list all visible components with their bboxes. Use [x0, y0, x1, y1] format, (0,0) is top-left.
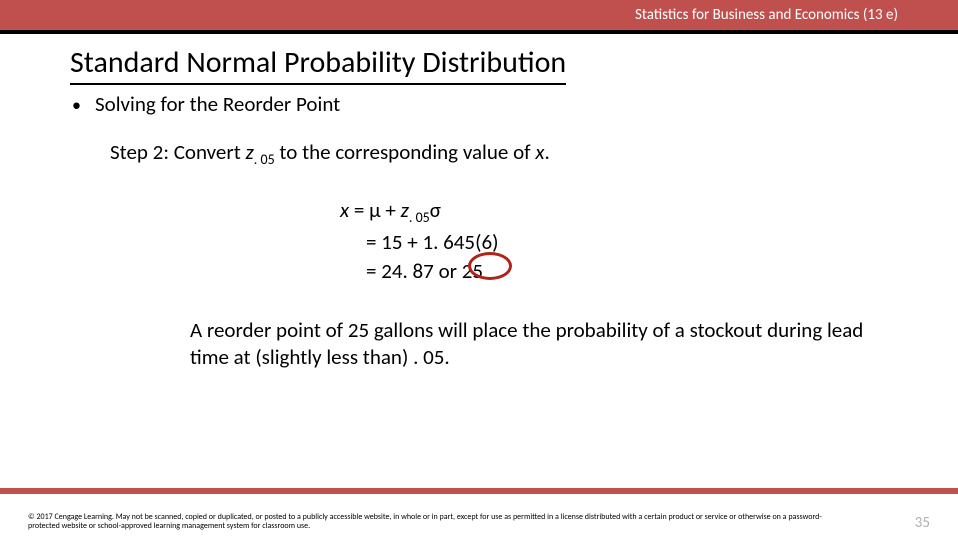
eq1-mu: μ [369, 197, 381, 223]
copyright-text: © 2017 Cengage Learning. May not be scan… [28, 513, 848, 532]
step-suffix: to the corresponding value of [275, 139, 536, 165]
eq1-plus: + [381, 197, 401, 223]
header-bar: Statistics for Business and Economics (1… [0, 0, 958, 30]
eq2: = 15 + 1. 645(6) [366, 229, 498, 255]
bullet-row: • Solving for the Reorder Point [72, 91, 888, 117]
footer-bar [0, 488, 958, 494]
eq1-x: x [340, 197, 349, 223]
step-z-sub: . 05 [254, 151, 275, 168]
step-line: Step 2: Convert z. 05 to the correspondi… [110, 139, 888, 168]
bullet-dot: • [72, 94, 81, 116]
eq1-eq: = [349, 197, 369, 223]
eq1-sigma: σ [430, 197, 441, 223]
eq1-zsub: . 05 [409, 209, 430, 226]
step-prefix: Step 2: Convert [110, 139, 246, 165]
eq3: = 24. 87 or 25 [366, 258, 483, 284]
math-block: x = μ + z. 05σ = 15 + 1. 645(6) = 24. 87… [340, 196, 888, 287]
slide-title: Standard Normal Probability Distribution [70, 44, 566, 85]
page-number: 35 [915, 514, 930, 532]
eq-row-2: = 15 + 1. 645(6) [340, 228, 888, 257]
circle-annotation [468, 252, 512, 280]
eq-row-3: = 24. 87 or 25 [340, 257, 888, 286]
eq1-z: z [401, 197, 409, 223]
conclusion-text: A reorder point of 25 gallons will place… [190, 317, 870, 372]
step-end: . [544, 139, 549, 165]
bullet-text: Solving for the Reorder Point [95, 91, 340, 117]
slide-content: Standard Normal Probability Distribution… [0, 34, 958, 371]
footer-row: © 2017 Cengage Learning. May not be scan… [0, 513, 958, 532]
step-z: z [246, 139, 254, 165]
eq-row-1: x = μ + z. 05σ [340, 196, 888, 228]
header-title: Statistics for Business and Economics (1… [635, 6, 898, 24]
